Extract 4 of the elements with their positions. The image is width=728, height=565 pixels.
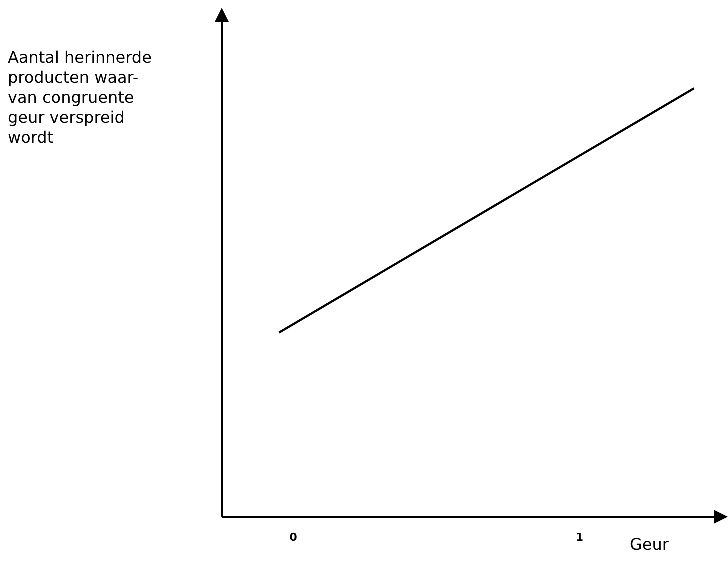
y-axis-title: Aantal herinnerde producten waar- van congruente geur verspreid wordt — [8, 48, 153, 148]
x-tick-label: 0 — [290, 530, 298, 544]
x-axis-title: Geur — [630, 535, 669, 554]
x-tick-label: 1 — [576, 530, 584, 544]
